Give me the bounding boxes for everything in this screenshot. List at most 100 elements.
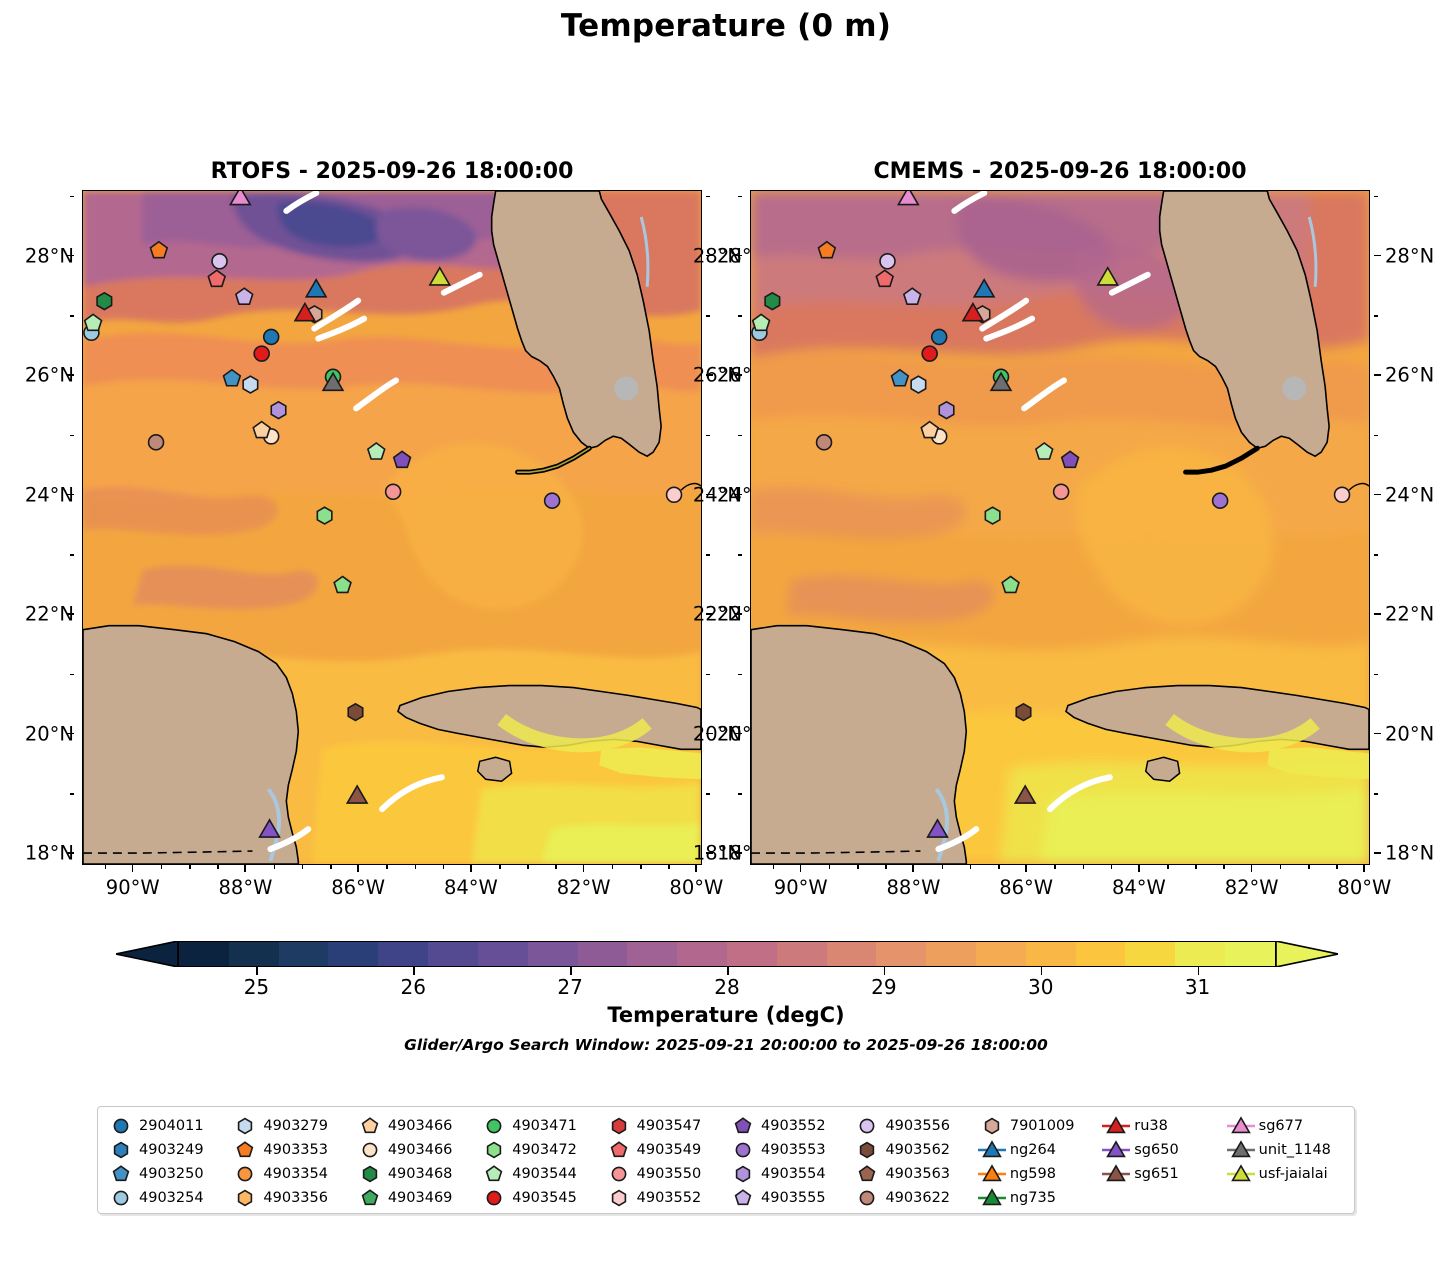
argo-marker[interactable]	[384, 483, 402, 501]
glider-marker[interactable]	[428, 266, 452, 286]
glider-marker[interactable]	[1096, 266, 1120, 286]
argo-marker[interactable]	[665, 486, 683, 504]
legend-entry[interactable]: 4903544	[479, 1162, 603, 1185]
legend-entry[interactable]: 4903250	[106, 1162, 230, 1185]
map-rtofs[interactable]	[82, 190, 702, 865]
argo-marker[interactable]	[902, 287, 922, 305]
argo-marker[interactable]	[817, 240, 837, 259]
glider-marker[interactable]	[345, 784, 369, 804]
legend-entry[interactable]: 7901009	[977, 1114, 1101, 1137]
legend-entry[interactable]: 4903471	[479, 1114, 603, 1137]
argo-marker[interactable]	[252, 420, 271, 439]
legend-entry[interactable]: 4903468	[355, 1162, 479, 1185]
argo-marker[interactable]	[1211, 492, 1229, 509]
glider-marker[interactable]	[321, 371, 345, 392]
argo-marker[interactable]	[543, 492, 561, 509]
legend-entry[interactable]: 4903563	[852, 1162, 976, 1185]
argo-marker[interactable]	[751, 313, 771, 332]
legend-entry[interactable]: 4903553	[728, 1138, 852, 1161]
legend-entry[interactable]: ng598	[977, 1162, 1101, 1185]
glider-marker[interactable]	[1013, 784, 1037, 804]
argo-marker[interactable]	[910, 375, 927, 394]
legend-entry[interactable]: 4903549	[604, 1138, 728, 1161]
argo-marker[interactable]	[890, 368, 910, 387]
lon-minor-tick	[499, 865, 501, 869]
argo-marker[interactable]	[234, 287, 254, 305]
glider-marker[interactable]	[293, 301, 317, 322]
argo-marker[interactable]	[879, 253, 896, 270]
argo-marker[interactable]	[147, 434, 165, 451]
legend-entry[interactable]: 4903469	[355, 1186, 479, 1209]
argo-marker[interactable]	[316, 506, 333, 525]
argo-marker[interactable]	[875, 269, 895, 288]
argo-marker[interactable]	[1060, 450, 1080, 469]
argo-legend-icon	[106, 1187, 136, 1209]
legend-entry[interactable]: 4903249	[106, 1138, 230, 1161]
legend-entry[interactable]: 4903555	[728, 1186, 852, 1209]
argo-marker[interactable]	[930, 328, 948, 346]
argo-marker[interactable]	[270, 400, 287, 420]
map-cmems[interactable]	[750, 190, 1370, 865]
argo-marker[interactable]	[984, 506, 1001, 525]
legend-entry[interactable]: 4903545	[479, 1186, 603, 1209]
argo-marker[interactable]	[1333, 486, 1351, 504]
legend-entry[interactable]: 4903356	[230, 1186, 354, 1209]
argo-marker[interactable]	[333, 575, 352, 594]
panel-cmems: CMEMS - 2025-09-26 18:00:00	[693, 159, 1434, 899]
legend-entry[interactable]: unit_1148	[1226, 1138, 1350, 1161]
argo-marker[interactable]	[211, 253, 228, 270]
glider-marker[interactable]	[972, 278, 996, 298]
legend-entry[interactable]: ru38	[1101, 1114, 1225, 1137]
legend-entry[interactable]: 4903554	[728, 1162, 852, 1185]
argo-marker[interactable]	[149, 240, 169, 259]
argo-marker[interactable]	[83, 313, 103, 332]
glider-marker[interactable]	[229, 191, 252, 206]
legend-entry[interactable]: 4903547	[604, 1114, 728, 1137]
argo-marker[interactable]	[938, 400, 955, 420]
glider-marker[interactable]	[961, 301, 985, 322]
legend-entry[interactable]: 4903354	[230, 1162, 354, 1185]
glider-marker[interactable]	[304, 278, 328, 298]
argo-marker[interactable]	[262, 328, 280, 346]
legend-entry[interactable]: 4903550	[604, 1162, 728, 1185]
legend-entry[interactable]: 4903254	[106, 1186, 230, 1209]
argo-marker[interactable]	[920, 420, 939, 439]
legend-entry[interactable]: 2904011	[106, 1114, 230, 1137]
glider-marker[interactable]	[258, 818, 281, 838]
argo-marker[interactable]	[207, 269, 227, 288]
glider-marker[interactable]	[989, 371, 1013, 392]
argo-marker[interactable]	[815, 434, 833, 451]
legend-entry[interactable]: sg677	[1226, 1114, 1350, 1137]
legend-entry[interactable]: 4903472	[479, 1138, 603, 1161]
legend-entry[interactable]: 4903622	[852, 1186, 976, 1209]
argo-marker[interactable]	[1015, 702, 1032, 722]
glider-marker[interactable]	[926, 818, 949, 838]
argo-marker[interactable]	[366, 442, 386, 460]
legend-entry[interactable]: 4903466	[355, 1138, 479, 1161]
legend-entry[interactable]: sg650	[1101, 1138, 1225, 1161]
argo-marker[interactable]	[764, 291, 781, 311]
argo-marker[interactable]	[242, 375, 259, 394]
legend-entry[interactable]: 4903552	[728, 1114, 852, 1137]
argo-marker[interactable]	[1034, 442, 1054, 460]
argo-marker[interactable]	[222, 368, 242, 387]
glider-marker[interactable]	[897, 191, 920, 206]
argo-marker[interactable]	[347, 702, 364, 722]
legend-entry[interactable]: ng735	[977, 1186, 1101, 1209]
argo-marker[interactable]	[253, 345, 270, 362]
argo-marker[interactable]	[921, 345, 938, 362]
argo-marker[interactable]	[392, 450, 412, 469]
legend-entry[interactable]: 4903279	[230, 1114, 354, 1137]
argo-marker[interactable]	[96, 291, 113, 311]
colorbar-tick-label: 26	[400, 975, 427, 999]
legend-entry[interactable]: sg651	[1101, 1162, 1225, 1185]
legend-entry[interactable]: 4903556	[852, 1114, 976, 1137]
argo-marker[interactable]	[1001, 575, 1020, 594]
legend-entry[interactable]: 4903552	[604, 1186, 728, 1209]
legend-entry[interactable]: ng264	[977, 1138, 1101, 1161]
legend-entry[interactable]: usf-jaialai	[1226, 1162, 1350, 1185]
argo-marker[interactable]	[1052, 483, 1070, 501]
legend-entry[interactable]: 4903353	[230, 1138, 354, 1161]
legend-entry[interactable]: 4903562	[852, 1138, 976, 1161]
legend-entry[interactable]: 4903466	[355, 1114, 479, 1137]
